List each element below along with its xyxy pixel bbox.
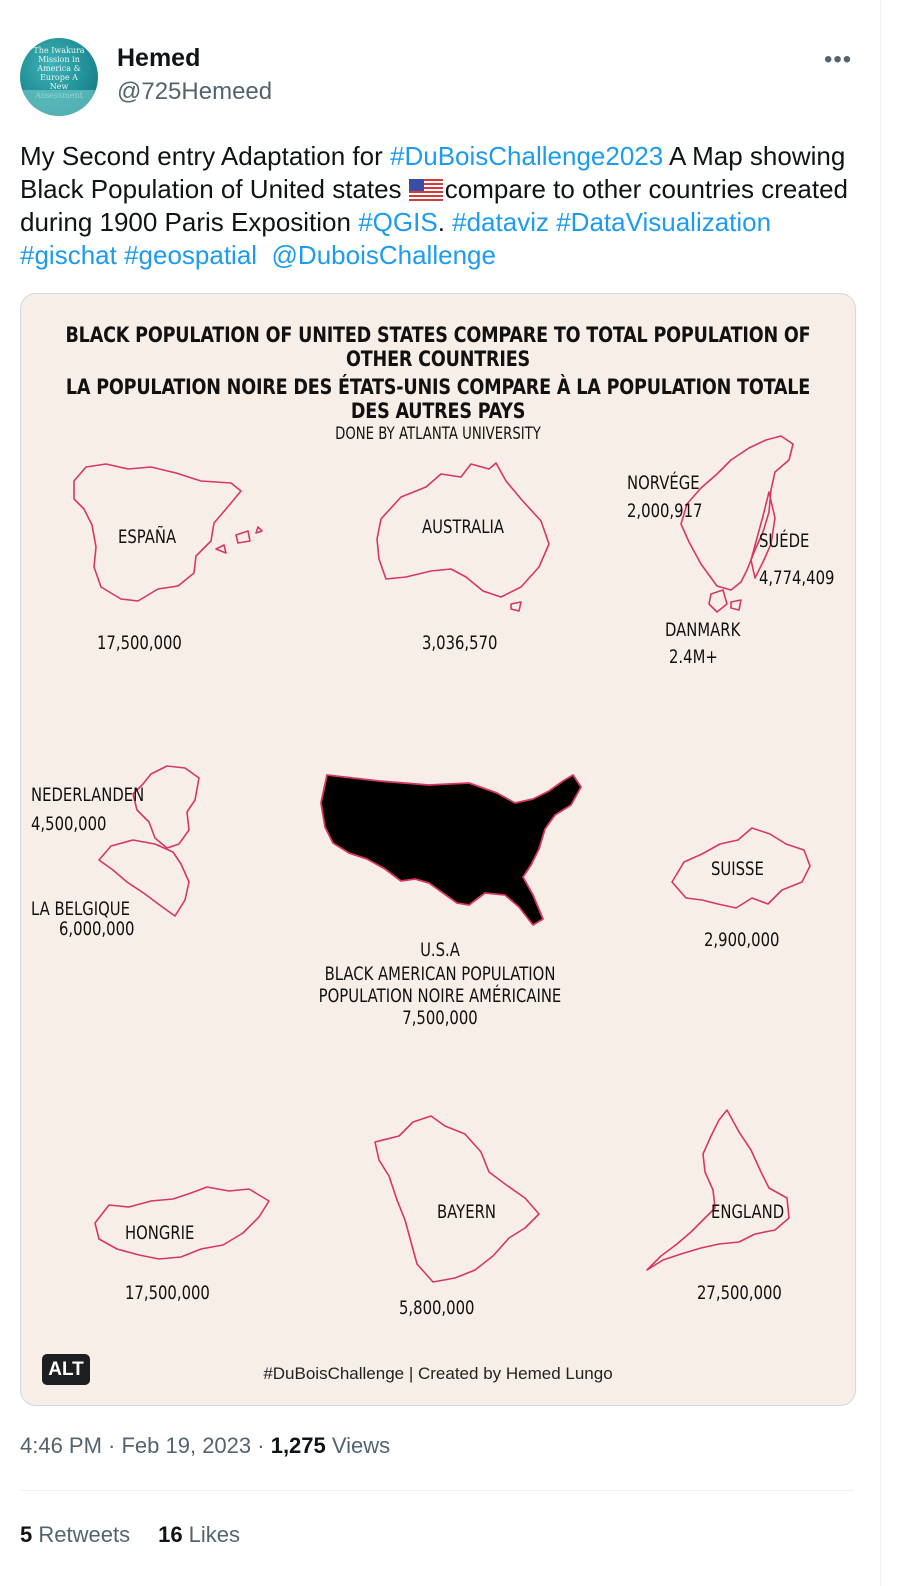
england-value: 27,500,000 <box>697 1282 782 1304</box>
australia-value: 3,036,570 <box>422 632 498 654</box>
avatar[interactable]: The Iwakura Mission in America & Europe … <box>20 38 98 116</box>
hashtag-link[interactable]: #DuBoisChallenge2023 <box>390 141 664 171</box>
hashtag-link[interactable]: #QGIS <box>358 207 438 237</box>
usa-label: U.S.A <box>420 939 460 961</box>
avatar-wave <box>20 90 98 116</box>
spain-outline <box>73 463 263 602</box>
us-flag-icon <box>408 179 443 201</box>
map-credit: #DuBoisChallenge | Created by Hemed Lung… <box>263 1364 613 1383</box>
hashtag-link[interactable]: #gischat <box>20 240 117 270</box>
views-label: Views <box>325 1433 391 1458</box>
australia-label: AUSTRALIA <box>422 516 505 538</box>
divider <box>20 1490 854 1491</box>
engagement-stats: 5 Retweets 16 Likes <box>20 1522 240 1548</box>
belgium-value: 6,000,000 <box>59 918 135 940</box>
user-name[interactable]: Hemed <box>117 44 201 72</box>
bavaria-label: BAYERN <box>437 1201 496 1223</box>
belgium-label: LA BELGIQUE <box>31 898 130 920</box>
switzerland-outline <box>671 827 811 909</box>
usa-line2: POPULATION NOIRE AMÉRICAINE <box>318 985 562 1007</box>
norway-value: 2,000,917 <box>627 500 703 522</box>
tweet-text: My Second entry Adaptation for #DuBoisCh… <box>20 140 870 272</box>
england-label: ENGLAND <box>711 1201 785 1223</box>
spain-value: 17,500,000 <box>97 632 182 654</box>
timestamp-text[interactable]: 4:46 PM · Feb 19, 2023 · <box>20 1433 271 1458</box>
map-subtitle: DONE BY ATLANTA UNIVERSITY <box>335 424 541 444</box>
retweets-link[interactable]: 5 Retweets <box>20 1522 130 1547</box>
likes-count: 16 <box>158 1522 183 1547</box>
hashtag-link[interactable]: #DataVisualization <box>556 207 772 237</box>
denmark-value: 2.4M+ <box>669 646 718 668</box>
sweden-label: SUÉDE <box>759 530 810 552</box>
map-title-english: BLACK POPULATION OF UNITED STATES COMPAR… <box>65 323 811 371</box>
denmark-label: DANMARK <box>665 619 741 641</box>
bavaria-value: 5,800,000 <box>399 1297 475 1319</box>
tweet-timestamp[interactable]: 4:46 PM · Feb 19, 2023 · 1,275 Views <box>20 1433 390 1459</box>
tweet-media-image[interactable]: BLACK POPULATION OF UNITED STATES COMPAR… <box>20 293 856 1406</box>
usa-line1: BLACK AMERICAN POPULATION <box>324 963 556 985</box>
alt-text-button[interactable]: ALT <box>42 1354 90 1385</box>
more-options-icon[interactable]: ••• <box>824 46 853 73</box>
usa-value: 7,500,000 <box>402 1007 478 1029</box>
hungary-label: HONGRIE <box>125 1222 195 1244</box>
likes-link[interactable]: 16 Likes <box>158 1522 240 1547</box>
user-handle[interactable]: @725Hemeed <box>117 78 273 105</box>
retweets-label: Retweets <box>32 1522 131 1547</box>
australia-outline <box>376 462 550 612</box>
benelux-outline <box>98 765 200 917</box>
norway-label: NORVÉGE <box>627 472 700 494</box>
views-count: 1,275 <box>270 1433 326 1458</box>
england-outline <box>646 1109 790 1271</box>
usa-map-shape <box>320 774 582 926</box>
tweet-text-segment: compare to other countries created durin… <box>20 174 848 237</box>
netherlands-label: NEDERLANDEN <box>31 784 145 806</box>
mention-link[interactable]: @DuboisChallenge <box>271 240 496 270</box>
tweet-text-segment: My Second entry Adaptation for <box>20 141 390 171</box>
sweden-value: 4,774,409 <box>759 567 835 589</box>
map-title-french: LA POPULATION NOIRE DES ÉTATS-UNIS COMPA… <box>65 375 811 423</box>
likes-label: Likes <box>182 1522 241 1547</box>
netherlands-value: 4,500,000 <box>31 813 107 835</box>
switzerland-label: SUISSE <box>711 858 764 880</box>
tweet-text-segment: . <box>437 207 453 237</box>
hashtag-link[interactable]: #dataviz <box>452 207 549 237</box>
hungary-outline <box>94 1186 270 1260</box>
switzerland-value: 2,900,000 <box>704 929 780 951</box>
spain-label: ESPAÑA <box>118 526 177 548</box>
hashtag-link[interactable]: #geospatial <box>124 240 258 270</box>
tweet-text-segment: A Map showing Black Population of United… <box>20 141 846 204</box>
hungary-value: 17,500,000 <box>125 1282 210 1304</box>
retweets-count: 5 <box>20 1522 33 1547</box>
scandinavia-outline <box>680 435 794 613</box>
bavaria-outline <box>374 1115 540 1283</box>
column-border <box>880 0 881 1586</box>
